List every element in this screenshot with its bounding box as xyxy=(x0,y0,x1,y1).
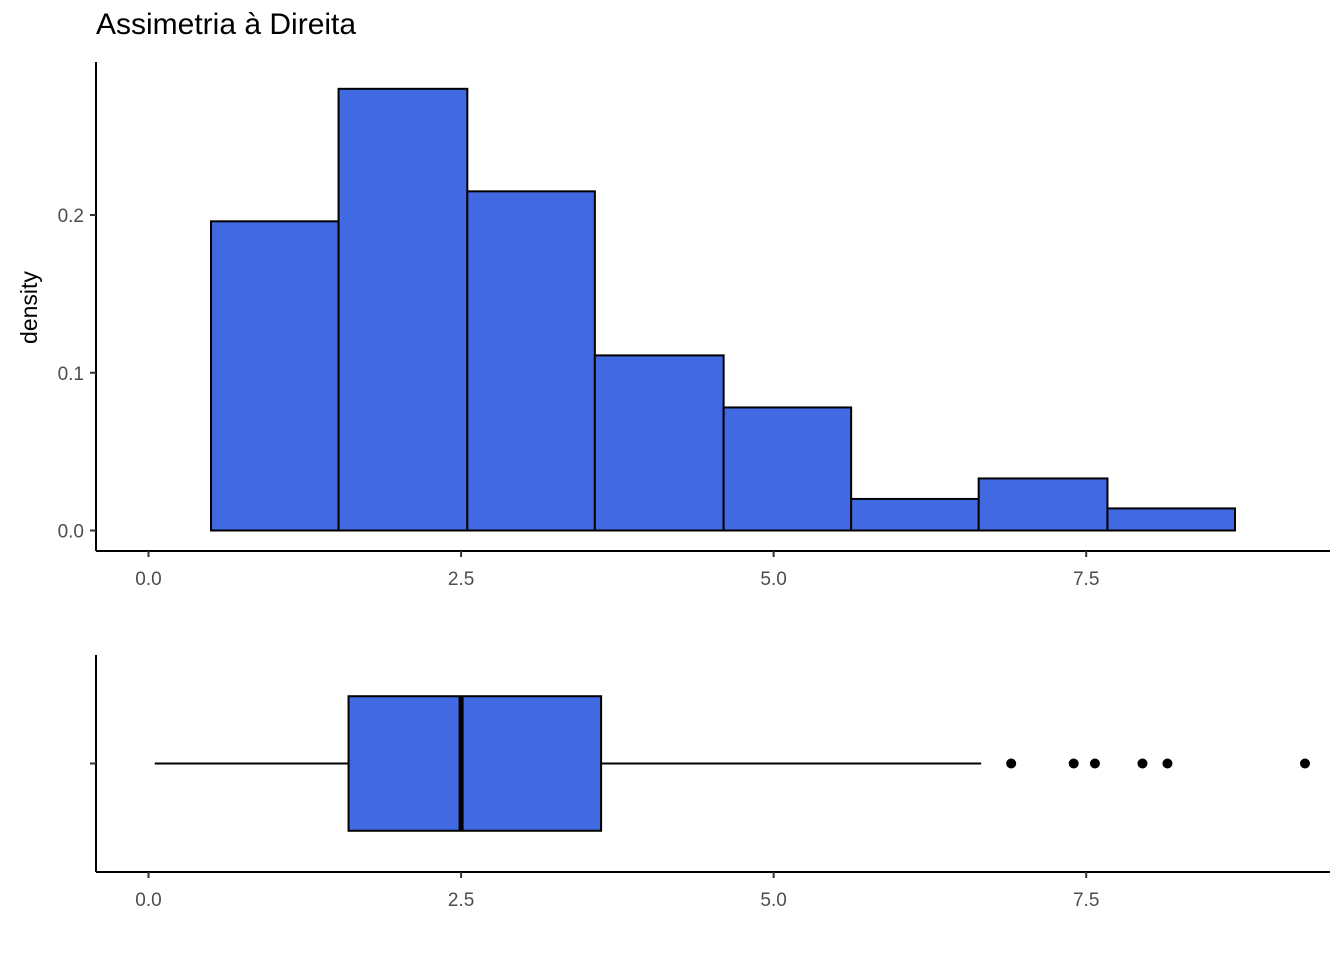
x-tick-label: 5.0 xyxy=(760,890,786,911)
x-tick-label: 2.5 xyxy=(448,569,474,590)
x-tick-label: 2.5 xyxy=(448,890,474,911)
x-tick-label: 0.0 xyxy=(135,890,161,911)
outlier-point xyxy=(1162,758,1173,769)
boxplot-panel: 0.0 2.5 5.0 7.5 xyxy=(90,655,1330,911)
histogram-bar xyxy=(466,190,596,532)
outlier-point xyxy=(1299,758,1310,769)
x-tick-label: 5.0 xyxy=(760,569,786,590)
histogram-bar xyxy=(337,87,469,532)
histogram-bar xyxy=(593,354,725,532)
chart-title: Assimetria à Direita xyxy=(96,8,357,41)
histogram-bar xyxy=(722,406,853,532)
y-tick-label: 0.2 xyxy=(58,206,84,227)
histogram-bar xyxy=(1106,507,1236,532)
x-tick-label: 0.0 xyxy=(135,569,161,590)
outlier-point xyxy=(1068,758,1079,769)
histogram-panel: 0.0 0.1 0.2 0.0 2.5 5.0 7.5 xyxy=(58,62,1330,590)
x-tick-label: 7.5 xyxy=(1073,569,1099,590)
y-axis-title: density xyxy=(16,271,42,344)
histogram-bar xyxy=(210,220,340,532)
histogram-bar xyxy=(977,477,1109,532)
outlier-point xyxy=(1089,758,1100,769)
outlier-point xyxy=(1006,758,1017,769)
outlier-point xyxy=(1137,758,1148,769)
y-tick-label: 0.0 xyxy=(58,521,84,542)
histogram-bar xyxy=(850,497,980,532)
y-tick-label: 0.1 xyxy=(58,364,84,385)
x-tick-label: 7.5 xyxy=(1073,890,1099,911)
box-iqr xyxy=(347,695,603,832)
